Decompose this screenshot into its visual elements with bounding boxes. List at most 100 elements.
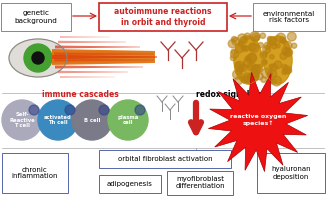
Circle shape: [248, 43, 257, 51]
Circle shape: [249, 72, 258, 81]
Circle shape: [238, 65, 244, 71]
Circle shape: [235, 62, 241, 68]
FancyBboxPatch shape: [1, 3, 71, 31]
Circle shape: [235, 61, 244, 71]
Ellipse shape: [264, 36, 292, 84]
Circle shape: [276, 33, 286, 43]
Circle shape: [252, 65, 261, 74]
Circle shape: [240, 36, 247, 44]
Circle shape: [248, 54, 257, 62]
Circle shape: [268, 72, 273, 76]
Circle shape: [284, 41, 292, 49]
Circle shape: [230, 50, 239, 58]
Text: myofibroblast
differentiation: myofibroblast differentiation: [175, 176, 225, 190]
Circle shape: [287, 32, 296, 41]
Polygon shape: [52, 50, 152, 54]
Polygon shape: [52, 60, 150, 64]
Circle shape: [269, 64, 274, 69]
Circle shape: [263, 46, 271, 53]
Circle shape: [244, 58, 252, 67]
Circle shape: [262, 52, 267, 56]
Text: chronic
inflammation: chronic inflammation: [12, 166, 58, 180]
Circle shape: [232, 37, 240, 45]
Circle shape: [274, 61, 282, 69]
Circle shape: [291, 43, 297, 48]
Circle shape: [108, 100, 148, 140]
Circle shape: [280, 52, 287, 59]
Circle shape: [271, 79, 276, 84]
Circle shape: [254, 36, 259, 40]
Circle shape: [256, 73, 263, 80]
Circle shape: [255, 64, 263, 72]
Circle shape: [38, 100, 78, 140]
FancyBboxPatch shape: [2, 153, 68, 193]
Circle shape: [99, 105, 109, 115]
Polygon shape: [60, 36, 110, 38]
Text: adipogenesis: adipogenesis: [107, 181, 153, 187]
Circle shape: [2, 100, 42, 140]
Circle shape: [233, 70, 242, 79]
Circle shape: [135, 105, 145, 115]
Circle shape: [251, 33, 260, 42]
Circle shape: [246, 76, 254, 84]
Circle shape: [261, 77, 266, 82]
Circle shape: [270, 64, 277, 71]
Text: hyaluronan
deposition: hyaluronan deposition: [271, 166, 311, 180]
FancyBboxPatch shape: [167, 171, 233, 195]
Circle shape: [244, 76, 249, 81]
Circle shape: [245, 56, 251, 62]
Circle shape: [260, 51, 267, 58]
Circle shape: [24, 44, 52, 72]
Polygon shape: [208, 72, 307, 172]
Circle shape: [268, 37, 276, 45]
Circle shape: [264, 42, 271, 49]
Circle shape: [247, 53, 257, 63]
Text: reactive oxygen
species↑: reactive oxygen species↑: [230, 114, 286, 126]
Circle shape: [230, 55, 236, 61]
Circle shape: [32, 52, 44, 64]
Circle shape: [241, 77, 247, 83]
Polygon shape: [58, 41, 126, 43]
FancyBboxPatch shape: [99, 175, 161, 193]
Circle shape: [276, 44, 280, 48]
Circle shape: [228, 40, 236, 48]
Text: autoimmune reactions
in orbit and thyroid: autoimmune reactions in orbit and thyroi…: [114, 7, 212, 27]
Circle shape: [231, 49, 236, 54]
Circle shape: [261, 68, 271, 78]
Circle shape: [267, 36, 272, 41]
Polygon shape: [52, 49, 155, 65]
Circle shape: [244, 33, 251, 39]
Polygon shape: [52, 54, 157, 60]
Circle shape: [284, 48, 292, 57]
Circle shape: [247, 63, 256, 71]
Circle shape: [286, 49, 292, 55]
FancyBboxPatch shape: [99, 3, 227, 31]
Text: activated
Th cell: activated Th cell: [44, 115, 72, 125]
Circle shape: [240, 64, 247, 71]
Text: redox signaling: redox signaling: [197, 90, 263, 99]
FancyBboxPatch shape: [253, 3, 325, 31]
Text: immune cascades: immune cascades: [42, 90, 118, 99]
Circle shape: [236, 68, 242, 75]
FancyBboxPatch shape: [234, 53, 292, 67]
Text: B cell: B cell: [84, 117, 100, 122]
FancyBboxPatch shape: [99, 150, 231, 168]
Ellipse shape: [234, 36, 262, 84]
Circle shape: [238, 34, 246, 43]
Circle shape: [263, 60, 267, 64]
Circle shape: [261, 60, 267, 65]
Circle shape: [29, 105, 39, 115]
Circle shape: [65, 105, 75, 115]
Polygon shape: [54, 52, 154, 55]
Circle shape: [283, 66, 291, 74]
Circle shape: [272, 43, 277, 49]
Polygon shape: [54, 58, 154, 62]
Polygon shape: [52, 55, 155, 59]
Circle shape: [231, 36, 237, 42]
Circle shape: [272, 76, 282, 86]
Circle shape: [270, 55, 274, 59]
Circle shape: [72, 100, 112, 140]
Text: Self-
Reactive
T cell: Self- Reactive T cell: [9, 112, 35, 128]
Circle shape: [269, 70, 277, 78]
Circle shape: [239, 42, 243, 47]
